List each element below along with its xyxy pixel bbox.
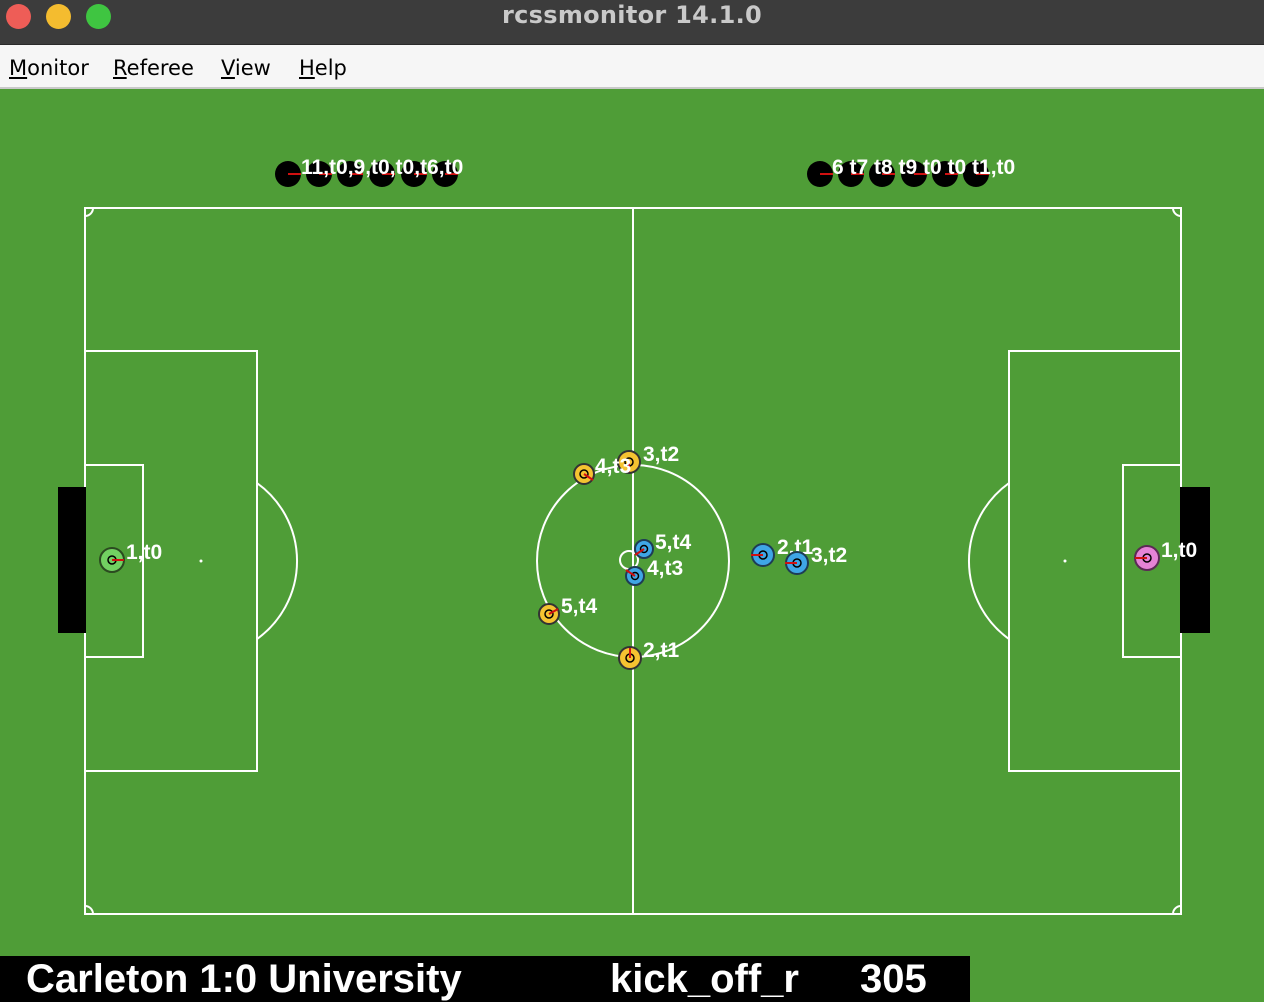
bench-label: 11,t0,9,t0,t0,t6,t0 [301,156,463,179]
player-left-2[interactable]: 2,t1 [618,639,680,670]
player-label: 1,t0 [126,541,162,564]
corner-arc-top-right [1172,207,1182,217]
score-board: Carleton 1:0 University kick_off_r 305 [0,956,970,1002]
left-bench: 11,t0,9,t0,t0,t6,t0 [275,156,463,187]
player-label: 1,t0 [1161,539,1197,562]
left-penalty-spot [199,559,203,563]
left-penalty-arc [256,482,298,640]
right-team: 1,t0 2,t1 3,t2 4,t3 [625,531,1197,586]
soccer-field: 11,t0,9,t0,t0,t6,t0 6 t7 t8 t9 t0 t0 t1,… [0,90,1264,956]
close-button[interactable] [6,4,31,29]
player-left-5[interactable]: 5,t4 [538,595,598,625]
player-label: 2,t1 [643,639,680,662]
title-bar: rcssmonitor 14.1.0 [0,0,1264,45]
corner-arc-top-left [84,207,94,217]
player-right-2[interactable]: 2,t1 [751,536,814,567]
player-label: 5,t4 [655,531,692,554]
window-title: rcssmonitor 14.1.0 [501,1,763,29]
menu-referee[interactable]: Referee [113,56,194,80]
score-text: Carleton 1:0 University [26,957,462,1001]
field-view[interactable]: 11,t0,9,t0,t0,t6,t0 6 t7 t8 t9 t0 t0 t1,… [0,90,1264,956]
player-label: 2,t1 [777,536,814,559]
menu-monitor[interactable]: Monitor [9,56,89,80]
player-label: 3,t2 [811,544,847,567]
player-left-4[interactable]: 4,t3 [573,455,631,485]
menu-help[interactable]: Help [299,56,347,80]
left-goal [58,487,86,633]
player-left-3[interactable]: 3,t2 [617,443,679,474]
player-right-1[interactable]: 1,t0 [1134,539,1197,571]
player-right-5[interactable]: 5,t4 [634,531,692,559]
right-bench: 6 t7 t8 t9 t0 t0 t1,t0 [807,156,1015,187]
zoom-button[interactable] [86,4,111,29]
corner-arc-bottom-left [84,905,94,915]
playmode-text: kick_off_r [610,957,799,1001]
cycle-text: 305 [860,957,927,1001]
menu-view[interactable]: View [221,56,271,80]
right-penalty-spot [1063,559,1067,563]
player-right-4[interactable]: 4,t3 [625,557,683,586]
player-label: 4,t3 [595,455,631,478]
bench-label: 6 t7 t8 t9 t0 t0 t1,t0 [832,156,1015,179]
player-left-1[interactable]: 1,t0 [99,541,162,573]
right-penalty-arc [968,482,1010,640]
menu-bar: Monitor Referee View Help [0,45,1264,89]
player-label: 4,t3 [647,557,683,580]
player-label: 5,t4 [561,595,598,618]
player-label: 3,t2 [643,443,679,466]
corner-arc-bottom-right [1172,905,1182,915]
minimize-button[interactable] [46,4,71,29]
left-team: 1,t0 2,t1 3,t2 4,t3 [99,443,680,670]
player-right-3[interactable]: 3,t2 [785,544,847,575]
right-goal [1180,487,1210,633]
